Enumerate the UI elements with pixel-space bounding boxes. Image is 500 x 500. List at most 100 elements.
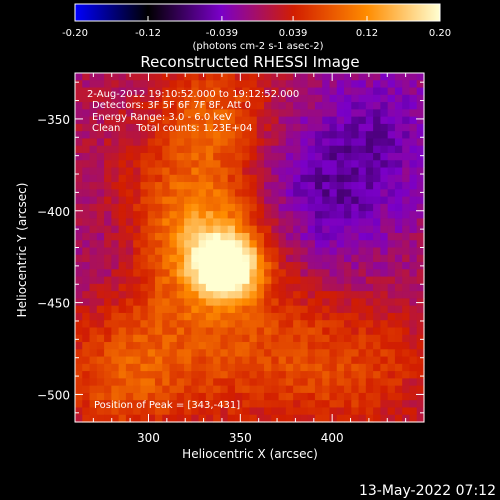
heatmap-cell: [264, 283, 272, 292]
heatmap-cell: [285, 145, 294, 154]
heatmap-cell: [322, 378, 331, 387]
heatmap-cell: [89, 123, 98, 132]
heatmap-cell: [278, 269, 287, 278]
heatmap-cell: [394, 254, 403, 263]
heatmap-cell: [111, 131, 120, 140]
heatmap-cell: [234, 392, 243, 401]
heatmap-cell: [365, 102, 374, 110]
heatmap-cell: [329, 102, 338, 110]
heatmap-cell: [344, 305, 352, 314]
heatmap-cell: [227, 145, 236, 154]
heatmap-cell: [293, 320, 301, 329]
heatmap-cell: [191, 131, 200, 140]
heatmap-cell: [213, 291, 222, 299]
heatmap-cell: [394, 400, 403, 409]
heatmap-cell: [271, 138, 280, 147]
heatmap-cell: [264, 385, 272, 394]
heatmap-cell: [278, 407, 287, 416]
heatmap-cell: [351, 342, 360, 350]
heatmap-cell: [147, 152, 156, 161]
heatmap-cell: [162, 400, 171, 409]
heatmap-cell: [125, 102, 134, 110]
heatmap-cell: [111, 349, 120, 358]
heatmap-cell: [111, 385, 120, 394]
heatmap-cell: [118, 145, 127, 154]
heatmap-cell: [264, 400, 272, 409]
heatmap-cell: [213, 262, 222, 270]
heatmap-cell: [154, 182, 163, 190]
heatmap-cell: [213, 232, 222, 241]
heatmap-cell: [402, 385, 411, 394]
heatmap-cell: [256, 182, 265, 190]
heatmap-cell: [169, 392, 178, 401]
heatmap-cell: [205, 320, 214, 329]
heatmap-cell: [162, 123, 171, 132]
heatmap-cell: [184, 225, 192, 234]
heatmap-cell: [140, 160, 149, 169]
heatmap-cell: [89, 262, 98, 270]
heatmap-cell: [358, 247, 367, 256]
heatmap-cell: [213, 371, 222, 379]
heatmap-cell: [198, 189, 207, 198]
heatmap-cell: [125, 342, 134, 350]
heatmap-cell: [162, 305, 171, 314]
heatmap-cell: [133, 276, 142, 285]
heatmap-cell: [184, 138, 192, 147]
heatmap-cell: [307, 334, 316, 343]
heatmap-cell: [125, 269, 134, 278]
heatmap-cell: [256, 320, 265, 329]
heatmap-cell: [169, 138, 178, 147]
heatmap-cell: [162, 276, 171, 285]
heatmap-cell: [162, 73, 171, 81]
heatmap-cell: [154, 312, 163, 321]
heatmap-cell: [213, 94, 222, 103]
heatmap-cell: [249, 211, 258, 220]
heatmap-cell: [220, 116, 229, 125]
heatmap-cell: [75, 247, 83, 256]
colorbar-label: (photons cm-2 s-1 asec-2): [192, 41, 323, 52]
heatmap-cell: [220, 109, 229, 118]
heatmap-cell: [329, 247, 338, 256]
heatmap-cell: [205, 356, 214, 365]
heatmap-cell: [387, 262, 396, 270]
heatmap-cell: [329, 342, 338, 350]
heatmap-cell: [111, 80, 120, 89]
heatmap-cell: [191, 189, 200, 198]
heatmap-cell: [285, 385, 294, 394]
heatmap-cell: [169, 94, 178, 103]
heatmap-cell: [249, 392, 258, 401]
heatmap-cell: [322, 334, 331, 343]
heatmap-cell: [111, 269, 120, 278]
heatmap-cell: [227, 218, 236, 227]
heatmap-cell: [82, 334, 91, 343]
heatmap-cell: [329, 312, 338, 321]
heatmap-cell: [234, 116, 243, 125]
heatmap-cell: [104, 400, 112, 409]
heatmap-cell: [307, 371, 316, 379]
heatmap-cell: [249, 73, 258, 81]
heatmap-cell: [394, 94, 403, 103]
heatmap-cell: [220, 167, 229, 176]
heatmap-cell: [387, 160, 396, 169]
heatmap-cell: [249, 138, 258, 147]
heatmap-cell: [242, 276, 251, 285]
heatmap-cell: [227, 363, 236, 372]
heatmap-cell: [264, 152, 272, 161]
heatmap-cell: [184, 196, 192, 205]
heatmap-cell: [133, 378, 142, 387]
heatmap-cell: [147, 385, 156, 394]
heatmap-cell: [111, 407, 120, 416]
heatmap-cell: [213, 342, 222, 350]
heatmap-cell: [387, 174, 396, 183]
heatmap-cell: [140, 320, 149, 329]
heatmap-cell: [184, 152, 192, 161]
heatmap-cell: [111, 203, 120, 212]
heatmap-cell: [205, 371, 214, 379]
heatmap-cell: [234, 247, 243, 256]
heatmap-cell: [96, 291, 105, 299]
heatmap-cell: [336, 269, 345, 278]
heatmap-cell: [133, 189, 142, 198]
heatmap-cell: [380, 232, 389, 241]
heatmap-cell: [373, 378, 381, 387]
heatmap-cell: [351, 73, 360, 81]
